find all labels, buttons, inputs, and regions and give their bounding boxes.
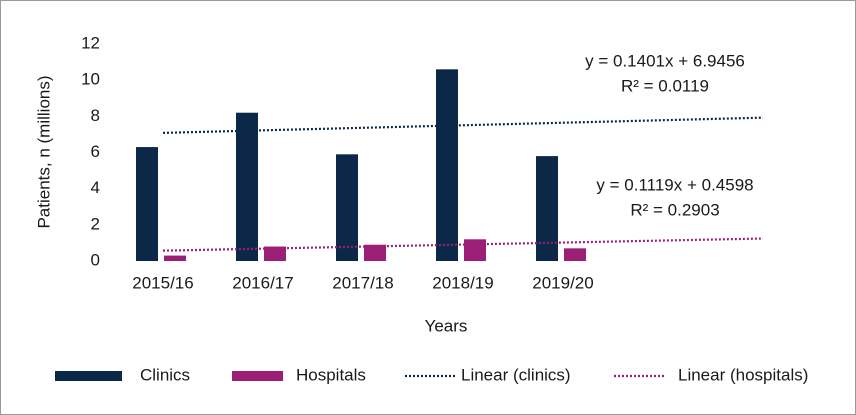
bar (464, 239, 486, 261)
bar (536, 156, 558, 261)
y-tick-label: 8 (91, 106, 100, 125)
bar (164, 255, 186, 261)
y-tick-label: 12 (81, 33, 100, 52)
trendline-equation: y = 0.1119x + 0.4598 (596, 175, 753, 194)
y-tick-label: 2 (91, 214, 100, 233)
bar (136, 147, 158, 261)
trendline-r2: R² = 0.2903 (630, 200, 719, 219)
legend-swatch (232, 371, 283, 381)
y-tick-label: 6 (91, 142, 100, 161)
y-tick-label: 10 (81, 70, 100, 89)
y-tick-label: 4 (91, 178, 100, 197)
bar (436, 69, 458, 261)
bar (364, 244, 386, 261)
x-tick-label: 2018/19 (432, 273, 493, 292)
legend-label: Clinics (140, 365, 190, 384)
x-axis-title: Years (425, 316, 468, 335)
y-tick-label: 0 (91, 250, 100, 269)
y-axis-title: Patients, n (millions) (34, 75, 53, 228)
trendline (162, 237, 764, 252)
bar (236, 112, 258, 261)
trendline-equation: y = 0.1401x + 6.9456 (585, 51, 745, 70)
bar (564, 248, 586, 261)
trendline (162, 116, 764, 134)
x-tick-label: 2015/16 (132, 273, 193, 292)
legend-label: Linear (hospitals) (678, 365, 808, 384)
x-tick-label: 2019/20 (532, 273, 593, 292)
bar (264, 246, 286, 261)
x-tick-label: 2017/18 (332, 273, 393, 292)
legend-label: Linear (clinics) (461, 365, 571, 384)
legend-swatch (55, 371, 122, 381)
trendline-r2: R² = 0.0119 (621, 76, 709, 95)
x-tick-label: 2016/17 (232, 273, 293, 292)
legend-label: Hospitals (296, 365, 366, 384)
bar (336, 154, 358, 261)
